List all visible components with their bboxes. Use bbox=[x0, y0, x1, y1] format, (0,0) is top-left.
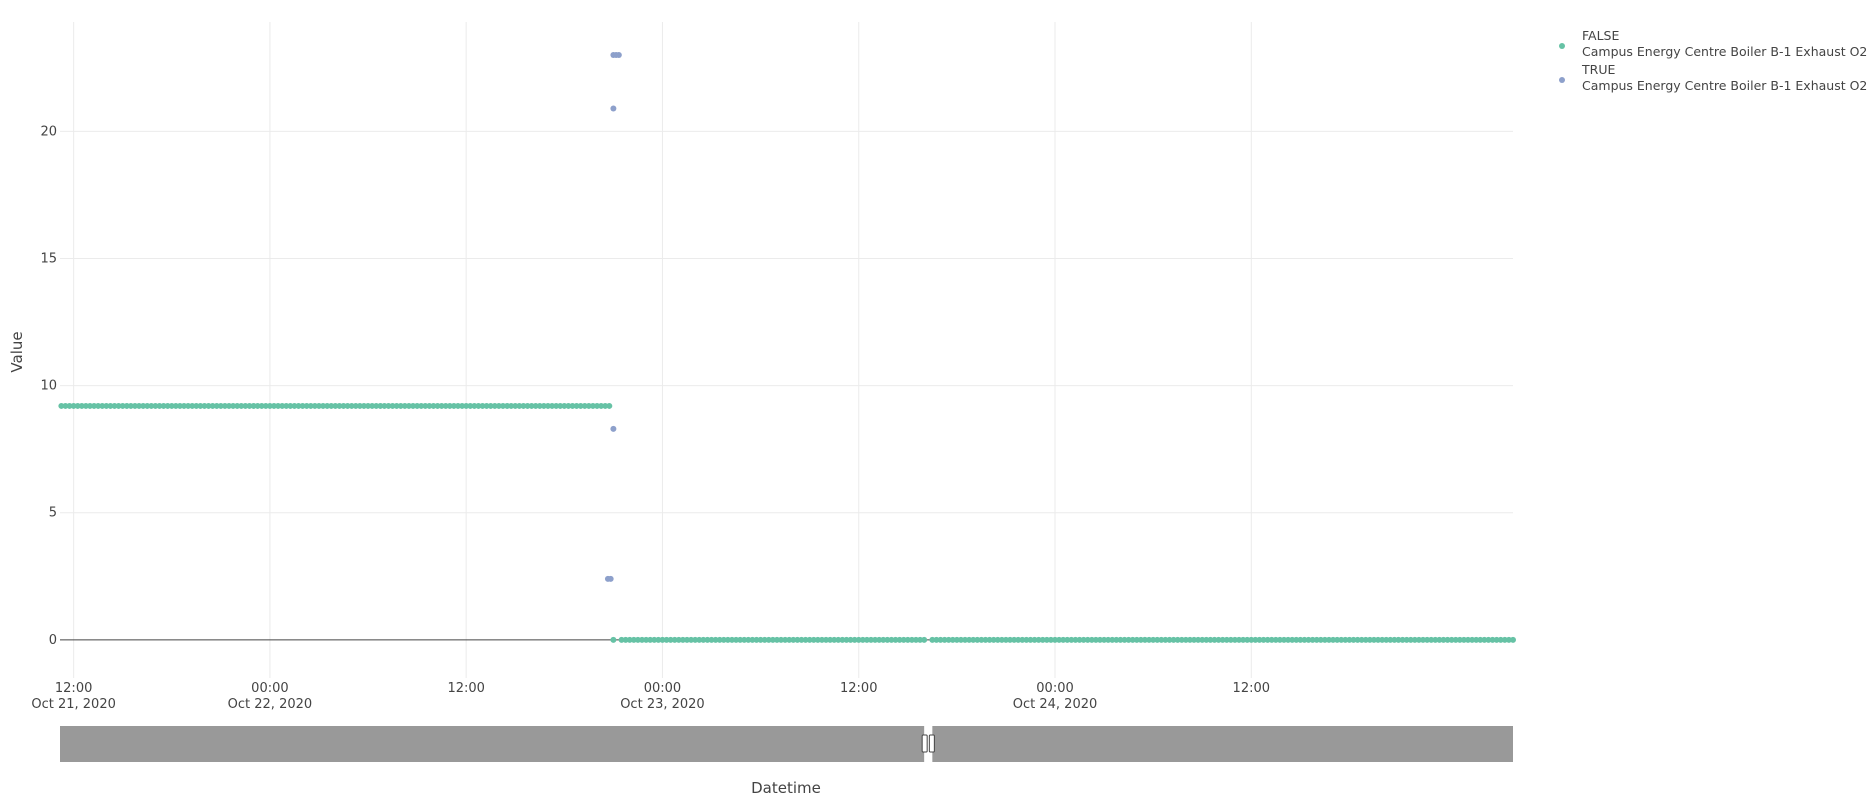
data-point bbox=[607, 575, 614, 582]
y-tick-label: 0 bbox=[49, 633, 57, 648]
x-tick-label: 12:00 bbox=[1233, 681, 1270, 696]
y-axis-title: Value bbox=[8, 331, 26, 372]
y-tick-label: 5 bbox=[49, 506, 57, 521]
data-point bbox=[610, 636, 617, 643]
data-point bbox=[610, 425, 617, 432]
x-tick-label: 00:00 bbox=[644, 681, 681, 696]
x-tick-date-label: Oct 22, 2020 bbox=[228, 697, 313, 712]
data-point bbox=[610, 105, 617, 112]
x-tick-date-label: Oct 21, 2020 bbox=[31, 697, 116, 712]
range-slider-handle-left[interactable] bbox=[921, 734, 928, 753]
range-slider-handle-right[interactable] bbox=[928, 734, 935, 753]
x-tick-label: 00:00 bbox=[251, 681, 288, 696]
y-tick-label: 15 bbox=[40, 251, 57, 266]
range-slider-mask-left bbox=[60, 726, 925, 762]
legend-series-label: Campus Energy Centre Boiler B-1 Exhaust … bbox=[1582, 44, 1867, 59]
x-tick-label: 00:00 bbox=[1036, 681, 1073, 696]
series-false bbox=[58, 402, 1516, 643]
data-point bbox=[921, 636, 928, 643]
legend-series-name: FALSE bbox=[1582, 28, 1619, 43]
series-true bbox=[604, 52, 622, 582]
series-layer bbox=[58, 52, 1516, 643]
y-tick-label: 20 bbox=[40, 124, 57, 139]
x-tick-date-label: Oct 23, 2020 bbox=[620, 697, 705, 712]
data-point bbox=[606, 402, 613, 409]
range-slider[interactable] bbox=[60, 726, 1513, 762]
legend-marker bbox=[1559, 43, 1565, 49]
y-tick-label: 10 bbox=[40, 379, 57, 394]
legend-series-name: TRUE bbox=[1581, 62, 1615, 77]
grid-layer bbox=[60, 22, 1513, 678]
x-axis-title: Datetime bbox=[751, 779, 821, 797]
legend-marker bbox=[1559, 77, 1565, 83]
x-tick-label: 12:00 bbox=[55, 681, 92, 696]
range-slider-mask-right bbox=[932, 726, 1513, 762]
legend-series-label: Campus Energy Centre Boiler B-1 Exhaust … bbox=[1582, 78, 1867, 93]
x-tick-label: 12:00 bbox=[447, 681, 484, 696]
x-tick-date-label: Oct 24, 2020 bbox=[1013, 697, 1098, 712]
data-point bbox=[615, 52, 622, 59]
y-axis-ticks: 0 5 10 15 20 bbox=[40, 124, 57, 648]
data-point bbox=[1510, 636, 1516, 643]
x-tick-label: 12:00 bbox=[840, 681, 877, 696]
